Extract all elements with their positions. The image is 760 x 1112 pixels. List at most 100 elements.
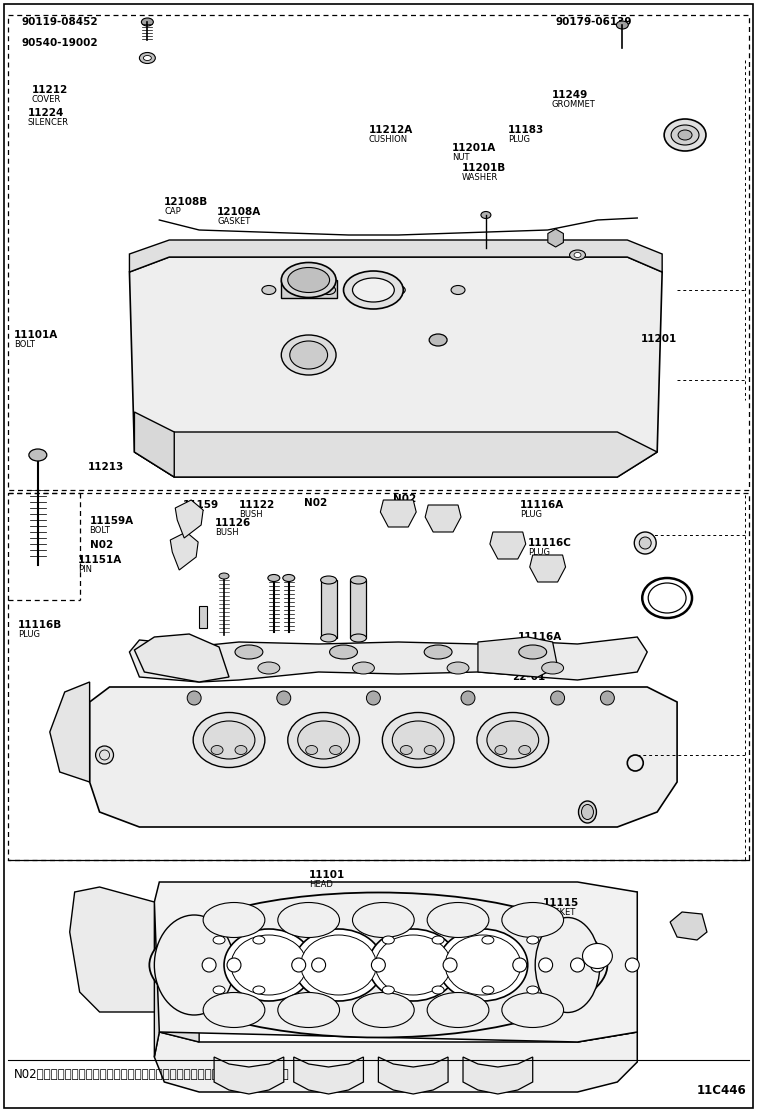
FancyBboxPatch shape <box>199 606 207 628</box>
Ellipse shape <box>375 935 451 995</box>
Ellipse shape <box>519 745 530 755</box>
Polygon shape <box>293 1058 363 1094</box>
Text: 11212A: 11212A <box>369 125 413 135</box>
Ellipse shape <box>427 993 489 1027</box>
FancyBboxPatch shape <box>350 580 366 638</box>
Ellipse shape <box>527 986 539 994</box>
Text: 12108A: 12108A <box>217 207 261 217</box>
Text: 11249: 11249 <box>552 90 588 100</box>
Text: GASKET: GASKET <box>543 909 576 917</box>
Ellipse shape <box>321 286 336 295</box>
Ellipse shape <box>330 745 341 755</box>
Ellipse shape <box>235 745 247 755</box>
Ellipse shape <box>144 56 151 60</box>
Text: BOLT: BOLT <box>14 340 35 349</box>
Polygon shape <box>135 431 657 477</box>
Polygon shape <box>463 1058 533 1094</box>
Ellipse shape <box>477 713 549 767</box>
Ellipse shape <box>482 986 494 994</box>
Ellipse shape <box>288 713 359 767</box>
Ellipse shape <box>253 986 265 994</box>
Ellipse shape <box>502 993 564 1027</box>
Circle shape <box>277 691 291 705</box>
Ellipse shape <box>438 929 527 1001</box>
Ellipse shape <box>150 893 607 1037</box>
Polygon shape <box>90 687 677 827</box>
Text: 11201: 11201 <box>641 334 677 344</box>
Polygon shape <box>425 505 461 532</box>
Polygon shape <box>176 500 203 538</box>
Ellipse shape <box>283 575 295 582</box>
Ellipse shape <box>203 993 265 1027</box>
Ellipse shape <box>321 576 337 584</box>
Ellipse shape <box>235 645 263 659</box>
Text: 90179-06139: 90179-06139 <box>556 17 632 27</box>
Ellipse shape <box>213 936 225 944</box>
Ellipse shape <box>391 286 405 295</box>
Ellipse shape <box>535 917 600 1013</box>
Circle shape <box>571 959 584 972</box>
Text: PLUG: PLUG <box>508 135 530 143</box>
Text: 11101: 11101 <box>309 870 345 880</box>
Text: 11122: 11122 <box>239 500 275 510</box>
Polygon shape <box>214 1058 283 1094</box>
Text: WASHER: WASHER <box>462 173 499 182</box>
Ellipse shape <box>495 745 507 755</box>
Circle shape <box>639 537 651 549</box>
Ellipse shape <box>278 993 340 1027</box>
Text: GROMMET: GROMMET <box>552 100 595 109</box>
FancyBboxPatch shape <box>280 280 337 298</box>
Circle shape <box>227 959 241 972</box>
Ellipse shape <box>213 986 225 994</box>
Text: 22-01: 22-01 <box>511 672 545 682</box>
Ellipse shape <box>278 903 340 937</box>
Ellipse shape <box>321 634 337 642</box>
Ellipse shape <box>258 662 280 674</box>
Text: 90119-08452: 90119-08452 <box>22 17 99 27</box>
Circle shape <box>539 959 553 972</box>
Ellipse shape <box>519 645 546 659</box>
Ellipse shape <box>224 929 314 1001</box>
Polygon shape <box>478 637 558 677</box>
Text: N02: N02 <box>394 494 416 504</box>
Text: CUSHION: CUSHION <box>369 135 407 143</box>
Ellipse shape <box>293 929 383 1001</box>
Text: 11159: 11159 <box>183 500 220 510</box>
Circle shape <box>513 959 527 972</box>
Ellipse shape <box>616 21 629 29</box>
Polygon shape <box>50 682 90 782</box>
Circle shape <box>625 959 639 972</box>
Text: N02: N02 <box>90 540 113 550</box>
Text: 11159A: 11159A <box>90 516 134 526</box>
Text: 12108B: 12108B <box>164 197 208 207</box>
Text: PLUG: PLUG <box>520 510 542 519</box>
Ellipse shape <box>353 993 414 1027</box>
Ellipse shape <box>344 271 404 309</box>
Text: 11C446: 11C446 <box>697 1084 747 1098</box>
Ellipse shape <box>542 662 564 674</box>
Ellipse shape <box>141 18 154 26</box>
Ellipse shape <box>581 804 594 820</box>
Polygon shape <box>154 1032 638 1092</box>
Ellipse shape <box>382 986 394 994</box>
Text: BOLT: BOLT <box>183 510 204 519</box>
Ellipse shape <box>330 645 357 659</box>
Text: 11183: 11183 <box>508 125 544 135</box>
Ellipse shape <box>353 662 375 674</box>
Polygon shape <box>129 240 662 272</box>
Ellipse shape <box>447 662 469 674</box>
Ellipse shape <box>574 252 581 258</box>
Text: N02：この部品は、組付け後の特殊な加工が必要なため、単品では補給していません: N02：この部品は、組付け後の特殊な加工が必要なため、単品では補給していません <box>14 1068 290 1081</box>
Text: BUSH: BUSH <box>215 528 239 537</box>
Polygon shape <box>135 634 229 682</box>
Ellipse shape <box>154 915 234 1015</box>
Ellipse shape <box>288 268 330 292</box>
Circle shape <box>312 959 325 972</box>
Ellipse shape <box>350 634 366 642</box>
Ellipse shape <box>482 936 494 944</box>
Ellipse shape <box>290 341 328 369</box>
Polygon shape <box>154 902 199 1058</box>
Ellipse shape <box>678 130 692 140</box>
Text: 11151A: 11151A <box>78 555 122 565</box>
Ellipse shape <box>262 286 276 295</box>
